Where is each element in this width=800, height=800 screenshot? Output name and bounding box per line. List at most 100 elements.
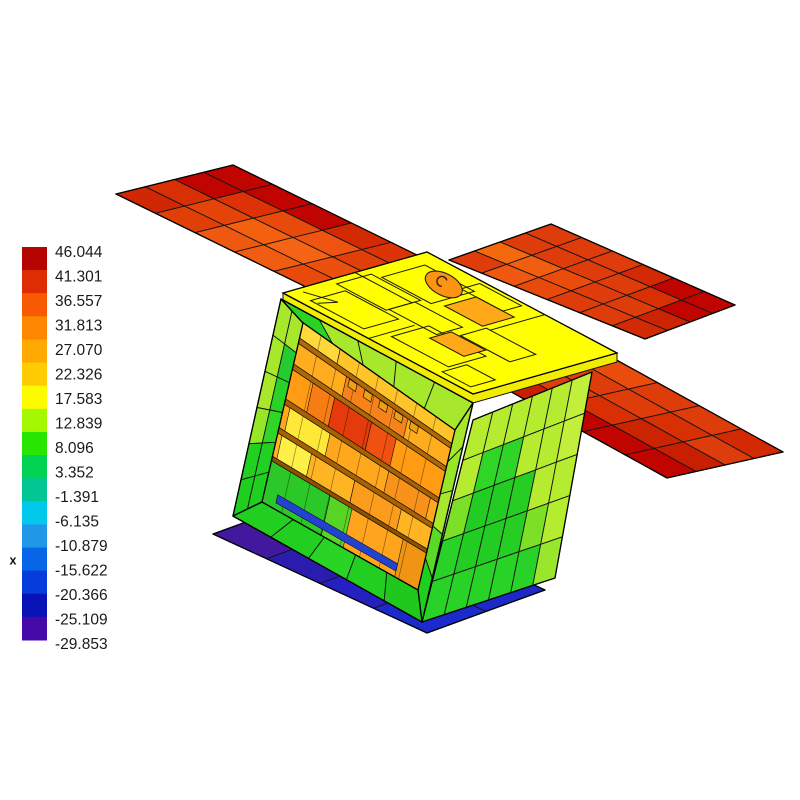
shelf-mesh-line: [374, 375, 379, 391]
shelf-mesh-line: [368, 492, 375, 515]
shelf-mesh-line: [388, 504, 394, 527]
shelf-mesh-line: [413, 490, 420, 512]
frame-bottom-beam: [232, 501, 423, 623]
deck-component-patch: [440, 364, 497, 388]
upper-right-solar-wing: [447, 223, 737, 340]
deck-component-patch: [428, 331, 487, 357]
right-side-wall: [421, 371, 593, 623]
deck-mesh-line: [354, 272, 413, 304]
shelf-mesh-line: [369, 395, 375, 416]
shelf-mesh-line: [388, 408, 394, 429]
shelf-mesh-line: [317, 335, 322, 351]
legend-value: 46.044: [55, 244, 103, 261]
shelf-mesh-line: [426, 435, 432, 454]
shelf-mesh-line: [330, 369, 337, 390]
shelf-mesh-line: [330, 468, 336, 492]
interior-blue-rail: [275, 494, 398, 572]
shelf-mesh-line: [336, 348, 341, 364]
legend-band: [22, 570, 47, 595]
deck-component-patch: [443, 296, 516, 327]
deck-component-patch: [459, 282, 523, 312]
deck-component-patch: [387, 301, 464, 336]
legend-value: 8.096: [55, 440, 94, 457]
shelf-mesh-line: [398, 541, 408, 580]
satellite-model: [114, 164, 785, 634]
shelf-mesh-line: [361, 420, 369, 449]
deck-component-patch: [309, 290, 400, 330]
shelf-mesh-line: [381, 432, 389, 461]
legend-value: 12.839: [55, 416, 102, 433]
shelf-mesh-line: [394, 389, 398, 404]
legend-value: -15.622: [55, 563, 108, 580]
legend-value: 36.557: [55, 293, 102, 310]
interior-bay: [261, 321, 456, 591]
right-side-wall-outline: [421, 371, 593, 623]
legend-band: [22, 616, 47, 641]
legend-band: [22, 270, 47, 294]
antenna-ellipse: [424, 270, 463, 299]
temperature-legend: 46.044 41.301 36.557 31.813 27.070 22.326 17.5…: [22, 244, 108, 653]
legend-value: 41.301: [55, 269, 102, 286]
shelf-mesh-line: [310, 456, 317, 480]
legend-band: [22, 431, 47, 456]
antenna-coil: [436, 275, 448, 288]
legend-value: 22.326: [55, 367, 102, 384]
deck-component-patch: [380, 264, 476, 305]
legend-value: -29.853: [55, 636, 108, 653]
deck-mesh-line: [317, 301, 338, 304]
frame-top-beam: [280, 298, 474, 431]
shelf-mesh-line: [413, 402, 418, 418]
connector-tab: [362, 389, 373, 403]
legend-band: [22, 362, 47, 387]
shelf-mesh-line: [316, 428, 323, 452]
shelf-mesh-line: [355, 453, 362, 476]
upper-right-solar-wing-outline: [448, 223, 736, 340]
frame-right-column: [417, 402, 474, 623]
frame-bottom-beam-outline: [232, 501, 423, 623]
legend-band: [22, 478, 47, 502]
connector-tab: [393, 410, 404, 424]
deck-mesh-line: [302, 291, 339, 303]
legend-value: -6.135: [55, 514, 99, 531]
legend-band: [22, 455, 47, 479]
shelf-mesh-line: [336, 440, 343, 464]
legend-value: 17.583: [55, 391, 102, 408]
axis-label-x: x: [10, 553, 17, 567]
shelf-mesh-line: [374, 465, 381, 488]
legend-value: 31.813: [55, 318, 102, 335]
legend-band: [22, 501, 47, 525]
legend-colorbar: [22, 247, 47, 641]
deck-mesh-line: [489, 314, 545, 331]
deck-component-patch: [335, 273, 422, 311]
shelf-mesh-line: [400, 445, 408, 474]
shelf-mesh-line: [297, 416, 304, 440]
legend-band: [22, 385, 47, 410]
shelf-mesh-line: [349, 480, 356, 503]
connector-tab: [347, 378, 358, 393]
legend-value: 27.070: [55, 342, 103, 359]
shelf-mesh-line: [311, 355, 317, 377]
shelf-mesh-line: [323, 394, 331, 424]
legend-band: [22, 339, 47, 364]
top-deck-surface: [281, 251, 619, 395]
legend-value: -10.879: [55, 538, 108, 555]
shelf-mesh-line: [355, 362, 360, 378]
shelf-mesh-line: [291, 444, 298, 468]
shelf-mesh-line: [342, 407, 350, 436]
top-deck: [281, 251, 619, 404]
legend-band: [22, 593, 47, 618]
connector-tab: [378, 399, 389, 414]
shelf-mesh-line: [407, 516, 414, 538]
legend-band: [22, 247, 47, 271]
deck-component-patch: [390, 325, 488, 368]
shelf-mesh-line: [303, 381, 312, 412]
legend-band: [22, 316, 47, 340]
shelf-mesh-line: [394, 477, 400, 500]
legend-value: -20.366: [55, 587, 108, 604]
legend-value: -25.109: [55, 612, 108, 629]
legend-value: 3.352: [55, 465, 94, 482]
shelf-mesh-line: [432, 416, 437, 431]
deck-mesh-line: [368, 324, 415, 339]
